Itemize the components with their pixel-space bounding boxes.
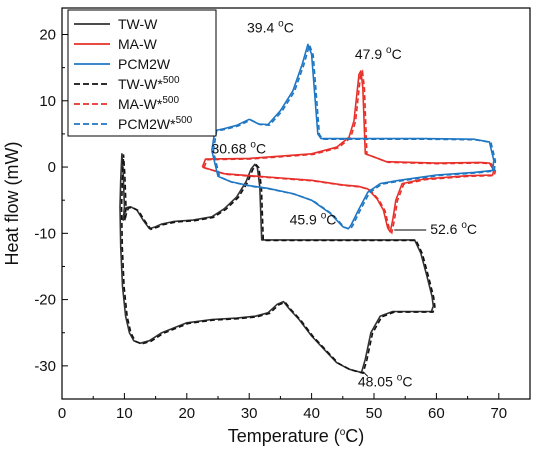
pcm-series-line bbox=[211, 43, 495, 230]
pcm-500-series-line bbox=[212, 42, 497, 231]
peak-annotation: 47.9 oC bbox=[355, 45, 402, 62]
annotation-leader bbox=[363, 372, 369, 377]
legend-label: PCM2W*500 bbox=[118, 115, 193, 132]
y-axis-label: Heat flow (mW) bbox=[2, 141, 22, 265]
x-tick-label: 50 bbox=[366, 405, 383, 422]
x-tick-label: 60 bbox=[428, 405, 445, 422]
y-tick-label: -10 bbox=[34, 225, 56, 242]
peak-annotation: 52.6 oC bbox=[430, 220, 477, 237]
x-tick-label: 70 bbox=[490, 405, 507, 422]
legend-label: PCM2W bbox=[118, 56, 171, 72]
y-tick-label: -30 bbox=[34, 358, 56, 375]
peak-annotation: 48.05 oC bbox=[358, 372, 413, 389]
plot-frame bbox=[61, 7, 531, 400]
legend-label: MA-W bbox=[118, 36, 158, 52]
tw-series-line bbox=[119, 153, 435, 374]
plot-series-group bbox=[119, 42, 497, 375]
axis-ticks: 0 10 20 30 40 50 60 70 -30 -20 -10 0 10 20 bbox=[34, 27, 507, 422]
tw-500-series-line bbox=[120, 154, 436, 375]
ma-500-series-line bbox=[203, 69, 497, 235]
x-tick-label: 0 bbox=[58, 405, 66, 422]
y-tick-label: -20 bbox=[34, 292, 56, 309]
legend-label: TW-W*500 bbox=[118, 75, 180, 92]
peak-annotation: 30.68 oC bbox=[211, 140, 266, 157]
y-tick-label: 10 bbox=[39, 93, 56, 110]
x-tick-label: 10 bbox=[116, 405, 133, 422]
x-tick-label: 40 bbox=[303, 405, 320, 422]
x-tick-label: 20 bbox=[178, 405, 195, 422]
x-tick-label: 30 bbox=[241, 405, 258, 422]
peak-annotation: 45.9 oC bbox=[290, 211, 337, 228]
legend-label: TW-W bbox=[118, 16, 158, 32]
peak-annotation: 39.4 oC bbox=[247, 18, 294, 35]
legend: TW-W MA-W PCM2W TW-W*500 MA-W*500 PCM2W*500 bbox=[67, 9, 217, 137]
legend-box bbox=[67, 9, 217, 137]
annotations: 39.4 oC 47.9 oC 30.68 oC 45.9 oC 52.6 oC 48.0… bbox=[211, 18, 477, 389]
y-tick-label: 20 bbox=[39, 27, 56, 44]
y-tick-label: 0 bbox=[48, 159, 56, 176]
x-axis-label: Temperature (oC) bbox=[228, 426, 365, 446]
legend-label: MA-W*500 bbox=[118, 95, 179, 112]
